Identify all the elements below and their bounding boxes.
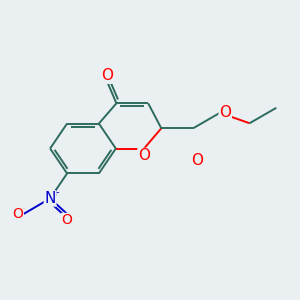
Text: O: O xyxy=(138,148,150,164)
Text: O: O xyxy=(219,105,231,120)
Text: O: O xyxy=(12,207,23,221)
Text: +: + xyxy=(52,188,59,197)
Text: O: O xyxy=(61,213,73,227)
Text: N: N xyxy=(44,191,56,206)
Text: O: O xyxy=(101,68,113,83)
Text: O: O xyxy=(192,153,204,168)
Text: −: − xyxy=(16,204,26,214)
